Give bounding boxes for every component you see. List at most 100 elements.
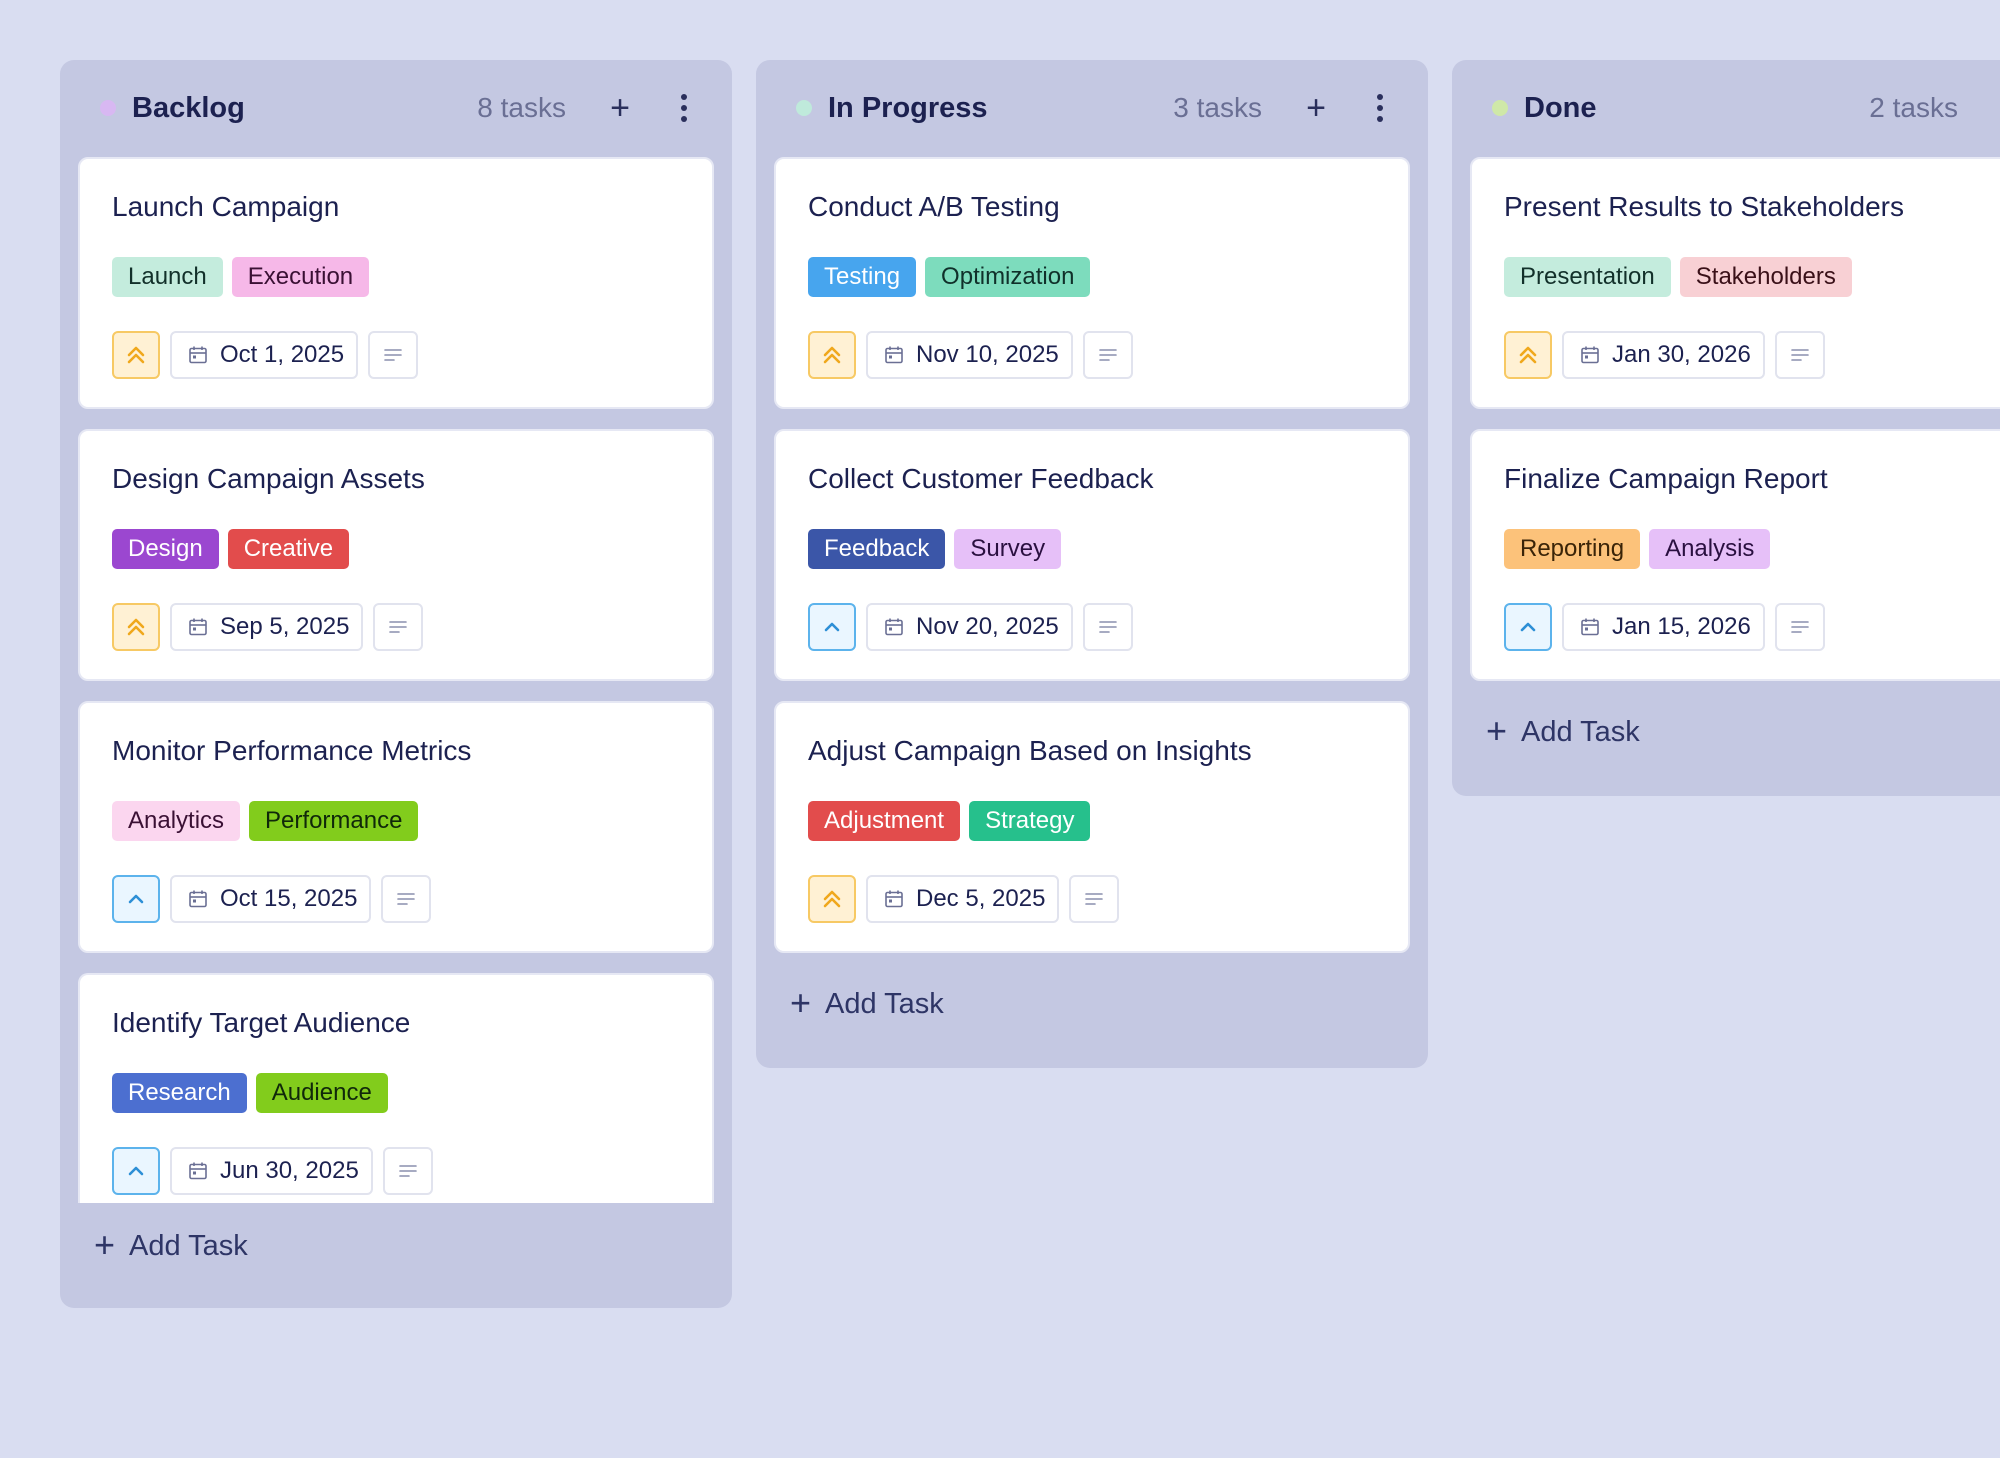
calendar-icon	[884, 345, 904, 365]
description-icon[interactable]	[1774, 603, 1825, 651]
priority-high-icon[interactable]	[112, 331, 160, 379]
column-title: Done	[1524, 91, 1597, 124]
description-icon[interactable]	[373, 603, 424, 651]
priority-medium-icon[interactable]	[112, 875, 160, 923]
priority-high-icon[interactable]	[808, 875, 856, 923]
description-icon[interactable]	[368, 331, 419, 379]
column-title: In Progress	[828, 91, 988, 124]
task-card[interactable]: Finalize Campaign Report Reporting Analysi…	[1470, 429, 2000, 681]
add-card-button[interactable]: +	[610, 89, 630, 127]
task-card[interactable]: Identify Target Audience Research Audience…	[78, 973, 714, 1203]
tag-label: Performance	[249, 801, 419, 841]
task-card[interactable]: Design Campaign Assets Design Creative Sep …	[78, 429, 714, 681]
calendar-icon	[188, 889, 208, 909]
due-date-text: Sep 5, 2025	[220, 613, 350, 640]
tag-label: Audience	[255, 1073, 388, 1113]
tag-label: Optimization	[925, 257, 1091, 297]
due-date-text: Oct 1, 2025	[220, 341, 345, 368]
task-card[interactable]: Monitor Performance Metrics Analytics Perf…	[78, 701, 714, 953]
due-date-chip[interactable]: Nov 20, 2025	[866, 603, 1073, 651]
priority-medium-icon[interactable]	[808, 603, 856, 651]
add-task-button[interactable]: + Add Task	[790, 984, 944, 1021]
due-date-chip[interactable]: Jun 30, 2025	[170, 1147, 373, 1195]
priority-medium-icon[interactable]	[1504, 603, 1552, 651]
task-card[interactable]: Conduct A/B Testing Testing Optimization No…	[774, 157, 1410, 409]
column-status-dot	[1492, 100, 1508, 116]
add-task-label: Add Task	[1521, 716, 1640, 748]
card-title: Collect Customer Feedback	[808, 463, 1154, 494]
due-date-chip[interactable]: Sep 5, 2025	[170, 603, 364, 651]
card-title: Monitor Performance Metrics	[112, 735, 472, 766]
add-task-label: Add Task	[129, 1230, 248, 1262]
add-task-button[interactable]: + Add Task	[1486, 709, 1640, 751]
due-date-chip[interactable]: Dec 5, 2025	[866, 875, 1060, 923]
card-meta: Dec 5, 2025	[808, 875, 1120, 923]
column-task-count: 2 tasks	[1869, 92, 1958, 123]
column-menu-icon[interactable]	[1360, 88, 1400, 128]
description-icon[interactable]	[1069, 875, 1120, 923]
due-date-text: Jan 30, 2026	[1612, 341, 1751, 368]
card-title: Identify Target Audience	[112, 1007, 411, 1038]
tag-label: Research	[112, 1073, 247, 1113]
add-task-label: Add Task	[825, 988, 944, 1020]
calendar-icon	[1580, 345, 1600, 365]
plus-icon: +	[1486, 709, 1508, 751]
description-icon[interactable]	[1082, 603, 1133, 651]
calendar-icon	[884, 889, 904, 909]
priority-high-icon[interactable]	[112, 603, 160, 651]
due-date-text: Nov 20, 2025	[916, 613, 1059, 640]
card-meta: Sep 5, 2025	[112, 603, 424, 651]
due-date-chip[interactable]: Jan 30, 2026	[1562, 331, 1765, 379]
column-task-count: 8 tasks	[477, 92, 566, 123]
due-date-text: Dec 5, 2025	[916, 885, 1046, 912]
add-task-button[interactable]: + Add Task	[94, 1226, 248, 1263]
priority-high-icon[interactable]	[808, 331, 856, 379]
due-date-chip[interactable]: Oct 15, 2025	[170, 875, 372, 923]
due-date-text: Jan 15, 2026	[1612, 613, 1751, 640]
add-card-button[interactable]: +	[1306, 89, 1326, 127]
card-title: Present Results to Stakeholders	[1504, 191, 1904, 222]
tag-label: Design	[112, 529, 219, 569]
due-date-chip[interactable]: Jan 15, 2026	[1562, 603, 1765, 651]
column-done: Done 2 tasks + Present Results to Stakeh…	[1452, 60, 2000, 796]
add-card-button[interactable]: +	[1992, 88, 2000, 128]
card-title: Finalize Campaign Report	[1504, 463, 1828, 494]
tag-label: Feedback	[808, 529, 946, 569]
card-title: Conduct A/B Testing	[808, 191, 1060, 222]
column-title: Backlog	[132, 91, 245, 124]
column-header: Backlog 8 tasks +	[60, 60, 732, 156]
column-backlog: Backlog 8 tasks + Launch Campaign Launch E…	[60, 60, 732, 1308]
tag-list: Research Audience	[112, 1073, 388, 1113]
column-status-dot	[100, 100, 116, 116]
card-meta: Jan 30, 2026	[1504, 331, 1825, 379]
card-title: Launch Campaign	[112, 191, 340, 222]
due-date-chip[interactable]: Nov 10, 2025	[866, 331, 1073, 379]
kanban-board: Backlog 8 tasks + Launch Campaign Launch E…	[60, 60, 2000, 1458]
priority-medium-icon[interactable]	[112, 1147, 160, 1195]
tag-label: Launch	[112, 257, 223, 297]
tag-label: Strategy	[969, 801, 1091, 841]
calendar-icon	[188, 345, 208, 365]
task-card[interactable]: Present Results to Stakeholders Presentat…	[1470, 157, 2000, 409]
tag-label: Execution	[231, 257, 370, 297]
priority-high-icon[interactable]	[1504, 331, 1552, 379]
tag-list: Reporting Analysis	[1504, 529, 1771, 569]
description-icon[interactable]	[1082, 331, 1133, 379]
task-card[interactable]: Launch Campaign Launch Execution Oct 1, 202…	[78, 157, 714, 409]
description-icon[interactable]	[381, 875, 432, 923]
description-icon[interactable]	[1774, 331, 1825, 379]
description-icon[interactable]	[382, 1147, 433, 1195]
column-menu-icon[interactable]	[664, 88, 704, 128]
card-meta: Jan 15, 2026	[1504, 603, 1825, 651]
tag-label: Stakeholders	[1679, 257, 1852, 297]
tag-list: Feedback Survey	[808, 529, 1062, 569]
tag-label: Testing	[808, 257, 917, 297]
column-status-dot	[796, 100, 812, 116]
task-card[interactable]: Adjust Campaign Based on Insights Adjustm…	[774, 701, 1410, 953]
task-card[interactable]: Collect Customer Feedback Feedback Survey N…	[774, 429, 1410, 681]
tag-label: Creative	[227, 529, 350, 569]
due-date-chip[interactable]: Oct 1, 2025	[170, 331, 359, 379]
calendar-icon	[884, 617, 904, 637]
card-title: Adjust Campaign Based on Insights	[808, 735, 1252, 766]
card-meta: Nov 10, 2025	[808, 331, 1133, 379]
